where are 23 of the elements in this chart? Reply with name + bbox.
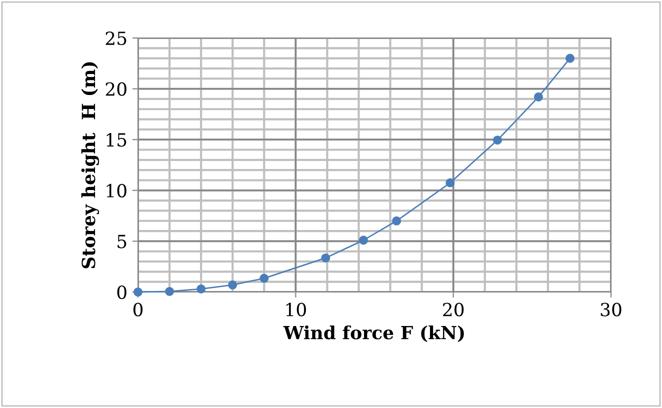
x-tick-label: 10 xyxy=(286,302,306,316)
point xyxy=(492,136,502,145)
y-tick-label: 10 xyxy=(106,184,126,198)
point xyxy=(196,284,206,294)
point xyxy=(358,236,368,245)
x-tick-label: 30 xyxy=(600,302,622,316)
x-tick-label: 20 xyxy=(443,302,464,316)
y-tick-label: 15 xyxy=(106,133,126,147)
x-tick-label: 0 xyxy=(133,302,143,316)
y-tick-label: 5 xyxy=(118,234,126,248)
point xyxy=(534,92,543,102)
point xyxy=(165,286,174,296)
y-axis-title: Storey height H (m) xyxy=(81,62,100,268)
point xyxy=(446,178,455,188)
y-tick-label: 25 xyxy=(106,31,126,46)
point xyxy=(392,216,402,226)
point xyxy=(228,280,238,290)
x-axis-title: Wind force F (kN) xyxy=(283,325,464,342)
point xyxy=(321,253,330,262)
point xyxy=(565,54,575,63)
y-tick-label: 20 xyxy=(106,82,126,96)
y-tick-label: 0 xyxy=(117,285,126,300)
point xyxy=(260,274,269,283)
